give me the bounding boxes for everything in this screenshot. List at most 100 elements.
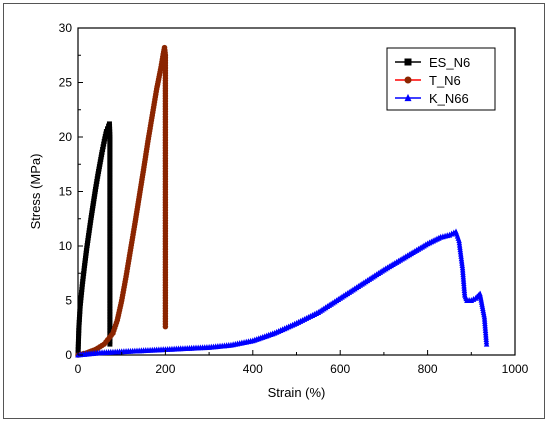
data-point <box>107 221 113 227</box>
data-point <box>77 308 83 314</box>
legend-label: T_N6 <box>429 73 461 88</box>
data-point <box>107 322 113 328</box>
data-point <box>78 295 84 301</box>
legend-marker <box>404 58 412 66</box>
data-point <box>107 124 113 130</box>
x-tick-label: 400 <box>243 362 263 376</box>
data-point <box>107 177 113 183</box>
data-point <box>107 187 113 193</box>
series-k-n66 <box>75 228 490 358</box>
data-point <box>76 319 82 325</box>
data-point <box>107 159 113 165</box>
x-tick-label: 200 <box>155 362 175 376</box>
data-point <box>107 249 113 255</box>
data-point <box>107 226 113 232</box>
data-point <box>100 147 106 153</box>
data-point <box>107 213 113 219</box>
data-point <box>107 137 113 143</box>
data-point <box>103 129 109 135</box>
data-point <box>77 303 83 309</box>
data-point <box>107 157 113 163</box>
data-point <box>79 289 85 295</box>
data-point <box>78 292 84 298</box>
data-point <box>81 271 87 277</box>
data-point <box>107 239 113 245</box>
x-tick-label: 800 <box>418 362 438 376</box>
data-point <box>88 217 94 223</box>
legend: ES_N6 T_N6 K_N66 <box>386 47 496 111</box>
data-point <box>76 333 82 339</box>
data-point <box>107 251 113 257</box>
series-line <box>76 123 112 356</box>
data-point <box>76 322 82 328</box>
data-point <box>107 164 113 170</box>
data-point <box>107 203 113 209</box>
data-point <box>107 341 113 347</box>
data-point <box>107 311 113 317</box>
data-point <box>76 327 82 333</box>
data-point <box>94 178 100 184</box>
data-point <box>107 244 113 250</box>
data-point <box>107 303 113 309</box>
data-point <box>107 306 113 312</box>
data-point <box>107 264 113 270</box>
legend-label: K_N66 <box>429 91 469 106</box>
data-point <box>107 162 113 168</box>
data-point <box>77 311 83 317</box>
y-tick-label: 5 <box>65 294 72 308</box>
data-point <box>107 205 113 211</box>
series-es-n6 <box>75 121 113 358</box>
data-point <box>107 144 113 150</box>
data-point <box>107 149 113 155</box>
data-point <box>107 259 113 265</box>
data-point <box>107 290 113 296</box>
data-point <box>75 338 81 344</box>
data-point <box>107 172 113 178</box>
data-point <box>107 327 113 333</box>
data-point <box>75 341 81 347</box>
data-point <box>107 287 113 293</box>
data-point <box>107 272 113 278</box>
y-tick-label: 20 <box>59 130 73 144</box>
data-point <box>86 232 92 238</box>
data-point <box>81 268 87 274</box>
data-point <box>107 267 113 273</box>
data-point <box>76 336 82 342</box>
data-point <box>79 287 85 293</box>
data-point <box>107 325 113 331</box>
y-tick-label: 25 <box>59 76 73 90</box>
data-point <box>84 243 90 249</box>
data-point <box>107 152 113 158</box>
data-point <box>93 181 99 187</box>
data-point <box>107 154 113 160</box>
y-axis-title: Stress (MPa) <box>28 154 43 230</box>
data-point <box>107 169 113 175</box>
data-point <box>100 144 106 150</box>
data-point <box>77 306 83 312</box>
data-point <box>107 236 113 242</box>
legend-marker <box>404 93 412 102</box>
data-point <box>92 186 98 192</box>
data-point <box>107 215 113 221</box>
data-point <box>84 245 90 251</box>
data-point <box>85 238 91 244</box>
x-tick-label: 600 <box>330 362 350 376</box>
data-point <box>80 276 86 282</box>
data-point <box>107 317 113 323</box>
data-point <box>107 192 113 198</box>
data-point <box>107 167 113 173</box>
data-point <box>107 319 113 325</box>
data-point <box>107 308 113 314</box>
data-point <box>107 195 113 201</box>
data-point <box>86 227 92 233</box>
data-point <box>87 225 93 231</box>
legend-item: ES_N6 <box>395 55 470 70</box>
data-point <box>107 246 113 252</box>
series-layer <box>75 44 490 358</box>
data-point <box>107 292 113 298</box>
data-point <box>107 126 113 132</box>
data-point <box>107 131 113 137</box>
data-point <box>77 300 83 306</box>
data-point <box>107 300 113 306</box>
